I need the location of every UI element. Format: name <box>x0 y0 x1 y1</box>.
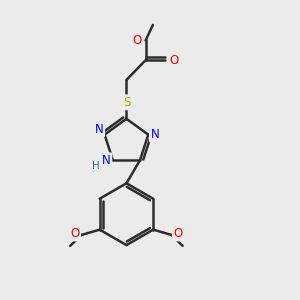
Text: H: H <box>92 160 100 171</box>
Text: O: O <box>169 54 178 67</box>
Text: N: N <box>150 128 159 141</box>
Text: O: O <box>133 34 142 47</box>
Text: O: O <box>70 227 80 240</box>
Text: N: N <box>95 123 104 136</box>
Text: N: N <box>102 154 111 167</box>
Text: O: O <box>173 227 183 240</box>
Text: S: S <box>123 96 130 109</box>
